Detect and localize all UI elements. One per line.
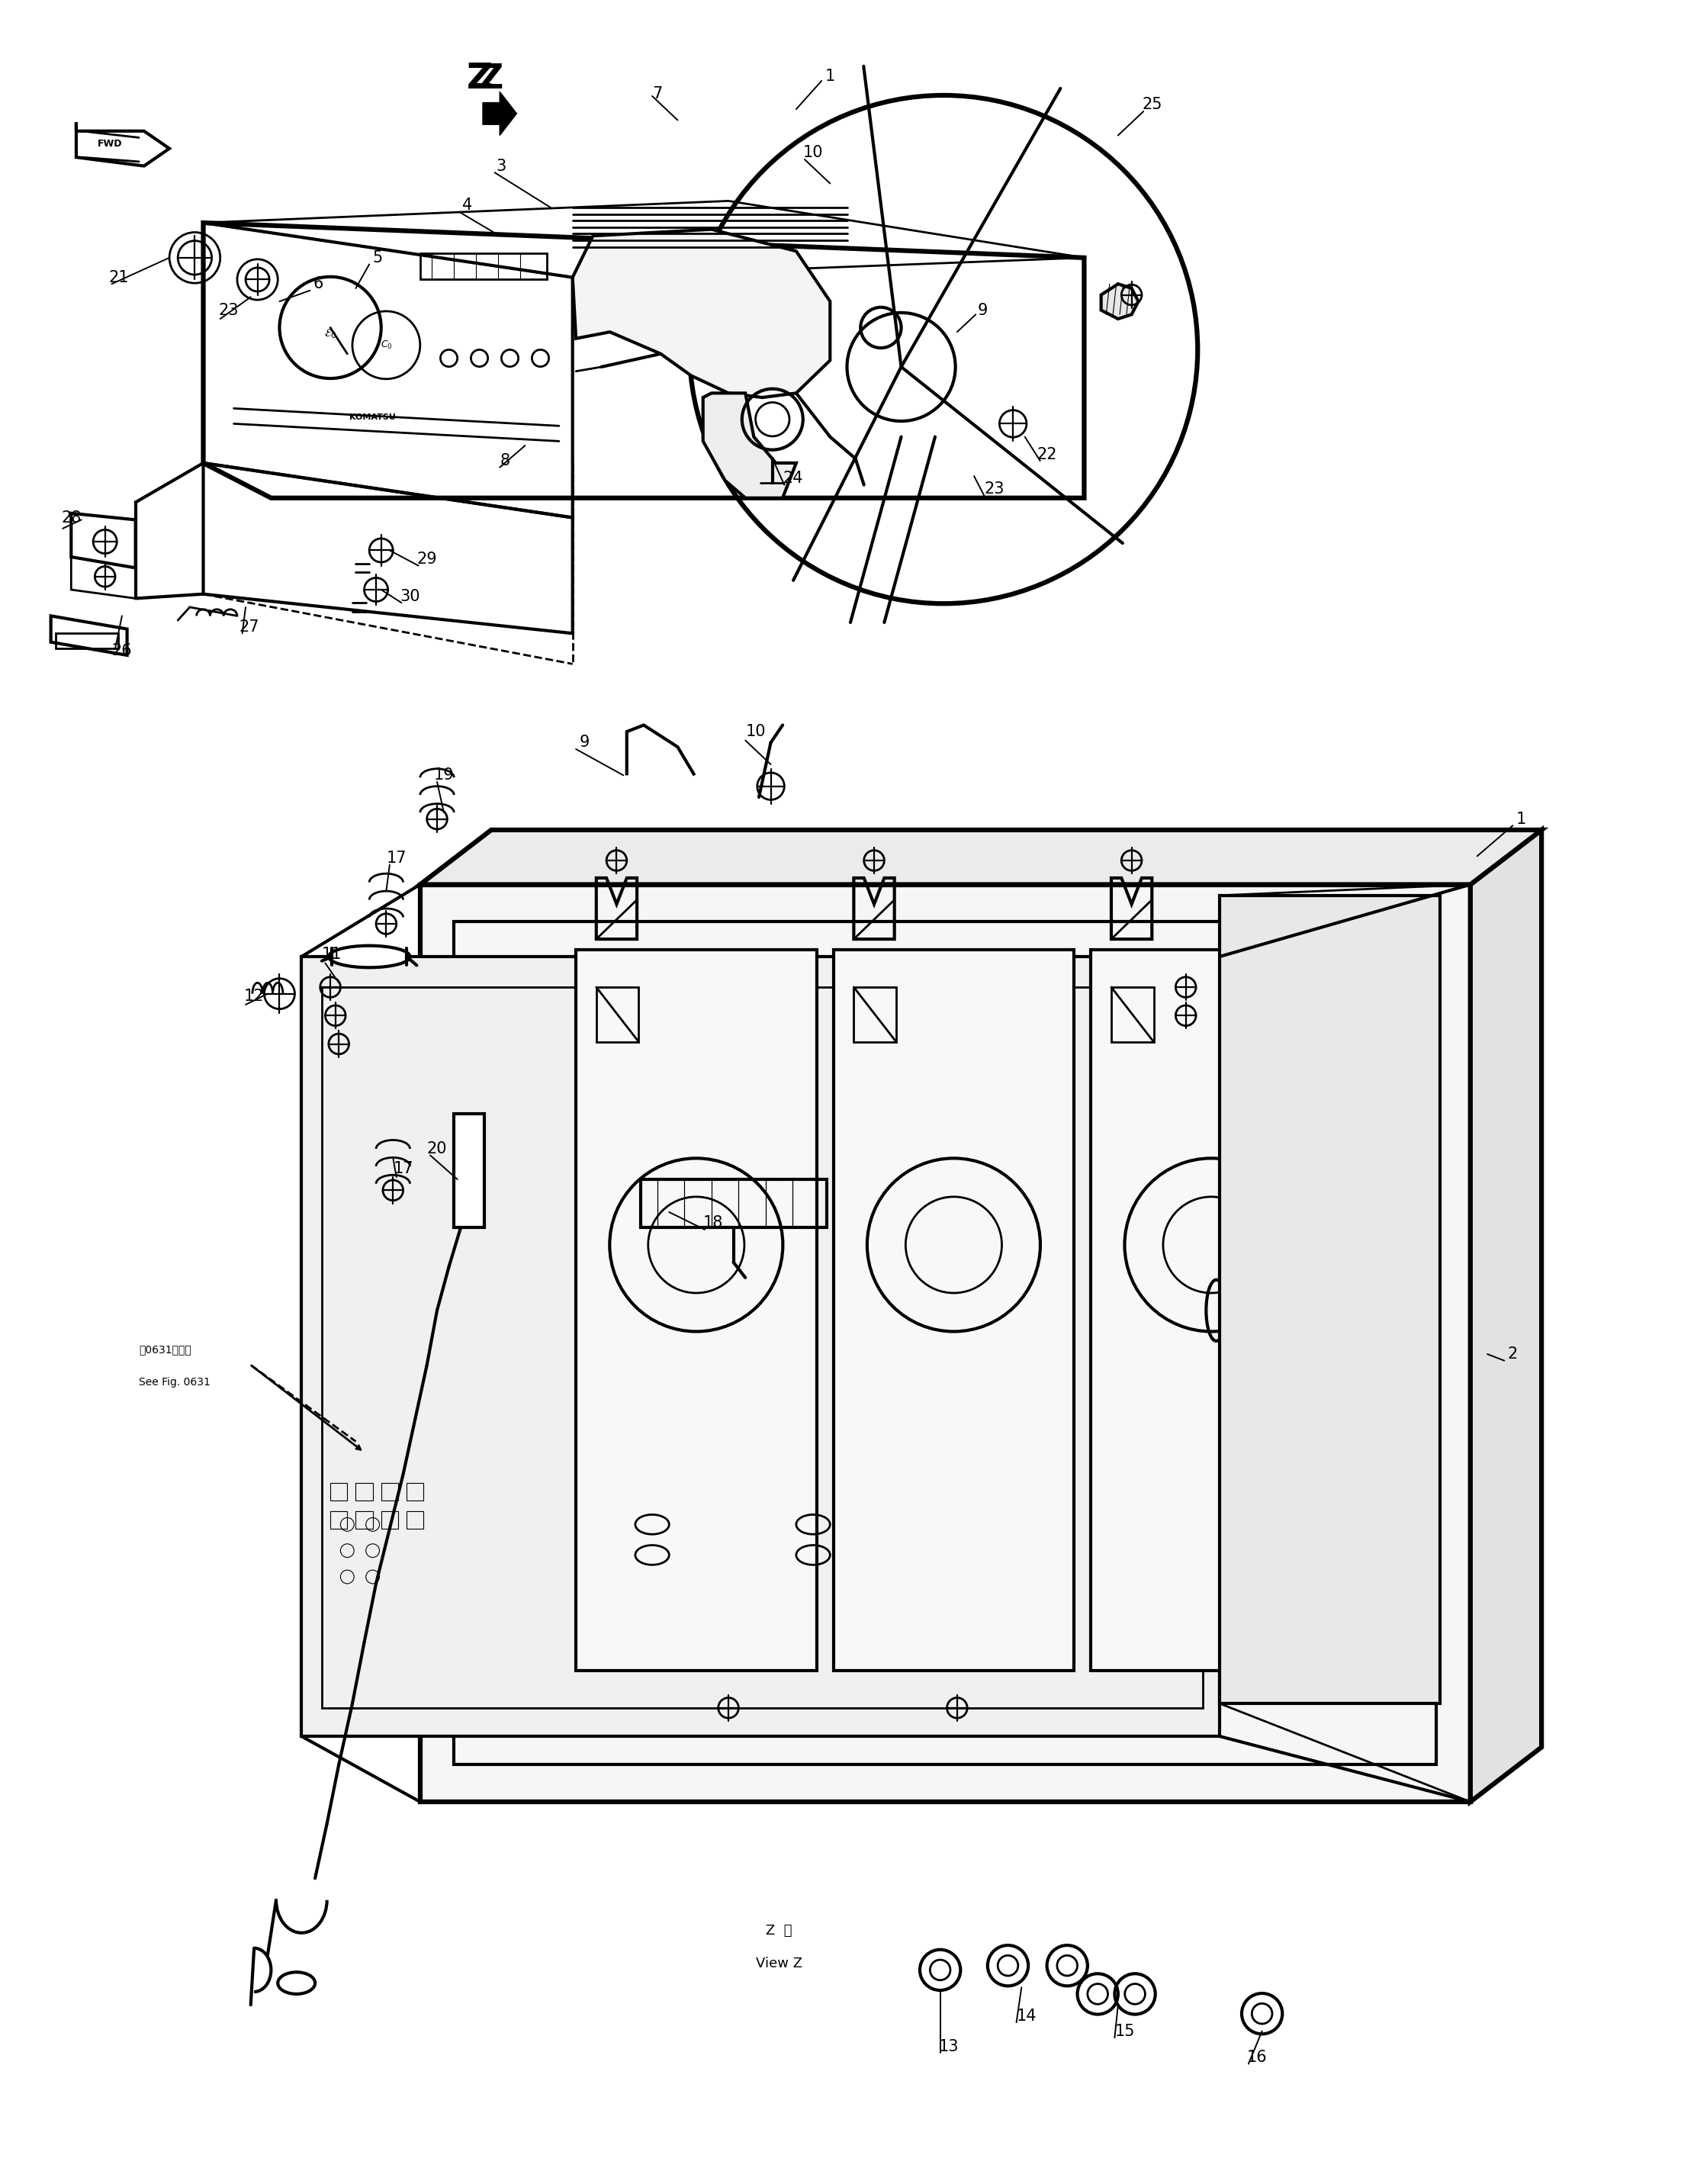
Text: 14: 14	[1016, 2009, 1037, 2022]
Text: 15: 15	[1115, 2025, 1135, 2038]
Text: 17: 17	[393, 1162, 413, 1175]
Bar	[381, 1483, 398, 1500]
Polygon shape	[1470, 830, 1542, 1802]
Text: 26: 26	[112, 644, 132, 657]
Text: 17: 17	[386, 852, 407, 865]
Polygon shape	[703, 393, 796, 498]
Bar	[356, 1483, 373, 1500]
Text: 25: 25	[1142, 98, 1162, 111]
Bar	[56, 633, 119, 649]
Text: 7: 7	[652, 87, 662, 100]
Text: 21: 21	[108, 271, 129, 284]
Text: 9: 9	[977, 304, 988, 317]
Text: FWD: FWD	[98, 140, 122, 149]
Text: 13: 13	[938, 2040, 959, 2053]
Text: 24: 24	[783, 472, 803, 485]
Polygon shape	[420, 830, 1542, 885]
Bar	[420, 253, 547, 280]
Text: 23: 23	[219, 304, 239, 317]
Bar	[407, 1511, 424, 1529]
Polygon shape	[483, 92, 517, 135]
Text: 11: 11	[322, 948, 342, 961]
Text: $C_0$: $C_0$	[379, 339, 393, 352]
Bar	[356, 1511, 373, 1529]
Text: 27: 27	[239, 620, 259, 633]
Text: 29: 29	[417, 553, 437, 566]
Text: 19: 19	[434, 769, 454, 782]
Polygon shape	[576, 950, 817, 1671]
Text: 3: 3	[496, 159, 507, 173]
Bar	[381, 1511, 398, 1529]
Text: 6: 6	[313, 277, 324, 290]
Text: 5: 5	[373, 251, 383, 264]
Text: See Fig. 0631: See Fig. 0631	[139, 1378, 210, 1387]
Text: 28: 28	[61, 511, 81, 524]
Text: 10: 10	[803, 146, 823, 159]
Text: 8: 8	[500, 454, 510, 467]
Text: 12: 12	[244, 989, 264, 1002]
Bar	[330, 1483, 347, 1500]
Text: 23: 23	[984, 483, 1005, 496]
Polygon shape	[1091, 950, 1331, 1671]
Text: 2: 2	[1508, 1348, 1518, 1361]
Text: 20: 20	[427, 1142, 447, 1155]
Text: Z: Z	[466, 61, 493, 96]
Text: 22: 22	[1037, 448, 1057, 461]
Text: Z  視: Z 視	[766, 1924, 793, 1937]
Polygon shape	[420, 885, 1470, 1802]
Polygon shape	[1101, 284, 1138, 319]
Polygon shape	[302, 957, 1220, 1736]
Bar	[454, 1114, 484, 1227]
Text: $\mathcal{E}_0$: $\mathcal{E}_0$	[324, 328, 337, 341]
Text: 1: 1	[1516, 812, 1526, 826]
Polygon shape	[1220, 895, 1440, 1704]
Ellipse shape	[329, 946, 410, 968]
Bar	[407, 1483, 424, 1500]
Polygon shape	[833, 950, 1074, 1671]
Text: Z: Z	[479, 61, 503, 96]
Text: 1: 1	[825, 70, 835, 83]
Text: 10: 10	[745, 725, 766, 738]
Text: View Z: View Z	[756, 1957, 803, 1970]
Text: 第0631図参照: 第0631図参照	[139, 1345, 191, 1354]
Bar	[330, 1511, 347, 1529]
Text: 9: 9	[579, 736, 590, 749]
Polygon shape	[573, 229, 830, 397]
Text: 30: 30	[400, 590, 420, 603]
Text: KOMATSU: KOMATSU	[349, 413, 396, 422]
Text: 4: 4	[462, 199, 473, 212]
Text: 18: 18	[703, 1216, 723, 1230]
Text: 16: 16	[1247, 2051, 1267, 2064]
